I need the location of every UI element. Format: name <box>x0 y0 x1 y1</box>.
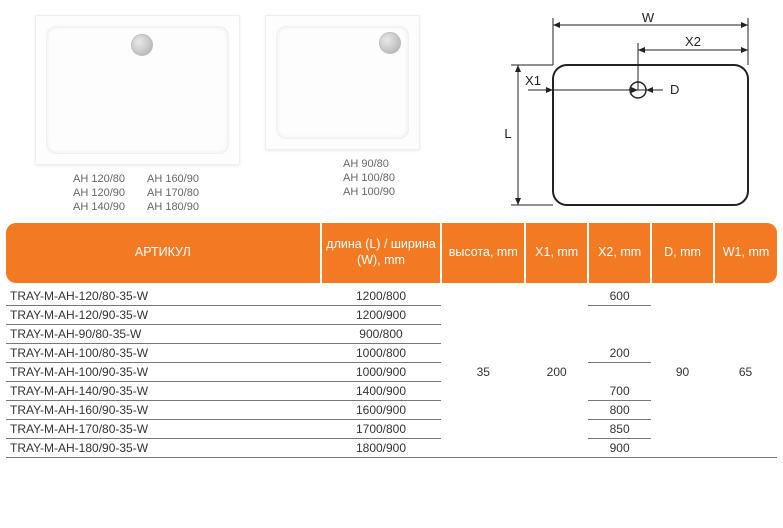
caption: AH 100/90 <box>343 186 395 198</box>
cell-x2: 700 <box>588 382 651 401</box>
caption: AH 90/80 <box>343 158 395 170</box>
cell-dim: 1200/800 <box>321 287 442 306</box>
cell-x1: 200 <box>525 287 588 458</box>
cell-article: TRAY-M-AH-90/80-35-W <box>6 325 321 344</box>
dim-label-w: W <box>642 10 655 25</box>
th-article: АРТИКУЛ <box>6 223 321 283</box>
cell-dim: 1700/800 <box>321 420 442 439</box>
cell-article: TRAY-M-AH-180/90-35-W <box>6 439 321 458</box>
cell-dim: 1000/900 <box>321 363 442 382</box>
th-dim: длина (L) / ширина (W), mm <box>321 223 442 283</box>
dim-label-d: D <box>670 82 679 97</box>
th-x2: X2, mm <box>588 223 651 283</box>
cell-dim: 1000/800 <box>321 344 442 363</box>
cell-x2: 600 <box>588 287 651 306</box>
cell-height: 35 <box>441 287 525 458</box>
dim-label-l: L <box>504 126 511 141</box>
dim-label-x1: X1 <box>525 73 541 88</box>
cell-x2 <box>588 363 651 382</box>
product-photo-small: AH 90/80 AH 100/80 AH 100/90 <box>265 15 420 213</box>
caption-group-right: AH 90/80 AH 100/80 AH 100/90 <box>343 158 395 198</box>
cell-article: TRAY-M-AH-140/90-35-W <box>6 382 321 401</box>
cell-dim: 900/800 <box>321 325 442 344</box>
th-height: высота, mm <box>441 223 525 283</box>
cell-x2: 800 <box>588 401 651 420</box>
cell-article: TRAY-M-AH-120/90-35-W <box>6 306 321 325</box>
cell-dim: 1800/900 <box>321 439 442 458</box>
cell-article: TRAY-M-AH-100/80-35-W <box>6 344 321 363</box>
cell-article: TRAY-M-AH-160/90-35-W <box>6 401 321 420</box>
cell-d: 90 <box>651 287 714 458</box>
product-photo-large: AH 120/80 AH 120/90 AH 140/90 AH 160/90 … <box>35 15 240 213</box>
table-row: TRAY-M-AH-120/80-35-W 1200/800 35 200 60… <box>6 287 777 306</box>
caption: AH 160/90 <box>147 173 199 185</box>
cell-article: TRAY-M-AH-100/90-35-W <box>6 363 321 382</box>
cell-w1: 65 <box>714 287 777 458</box>
drain-icon <box>131 34 153 56</box>
cell-x2 <box>588 306 651 325</box>
spec-table: АРТИКУЛ длина (L) / ширина (W), mm высот… <box>6 223 777 458</box>
th-d: D, mm <box>651 223 714 283</box>
caption: AH 120/80 <box>73 173 125 185</box>
cell-x2: 900 <box>588 439 651 458</box>
cell-x2: 850 <box>588 420 651 439</box>
cell-dim: 1600/900 <box>321 401 442 420</box>
caption: AH 180/90 <box>147 201 199 213</box>
caption: AH 170/80 <box>147 187 199 199</box>
cell-dim: 1200/900 <box>321 306 442 325</box>
cell-x2: 200 <box>588 344 651 363</box>
drain-icon <box>379 32 401 54</box>
caption: AH 140/90 <box>73 201 125 213</box>
tray-image-small <box>265 15 420 150</box>
dim-label-x2: X2 <box>685 34 701 49</box>
table-header-row: АРТИКУЛ длина (L) / ширина (W), mm высот… <box>6 223 777 283</box>
cell-x2 <box>588 325 651 344</box>
caption: AH 100/80 <box>343 172 395 184</box>
caption-group-left: AH 120/80 AH 120/90 AH 140/90 AH 160/90 … <box>73 173 199 213</box>
cell-dim: 1400/900 <box>321 382 442 401</box>
tray-image-large <box>35 15 240 165</box>
th-x1: X1, mm <box>525 223 588 283</box>
cell-article: TRAY-M-AH-170/80-35-W <box>6 420 321 439</box>
th-w1: W1, mm <box>714 223 777 283</box>
caption: AH 120/90 <box>73 187 125 199</box>
dimension-diagram: W X2 X1 D L <box>498 10 758 215</box>
cell-article: TRAY-M-AH-120/80-35-W <box>6 287 321 306</box>
